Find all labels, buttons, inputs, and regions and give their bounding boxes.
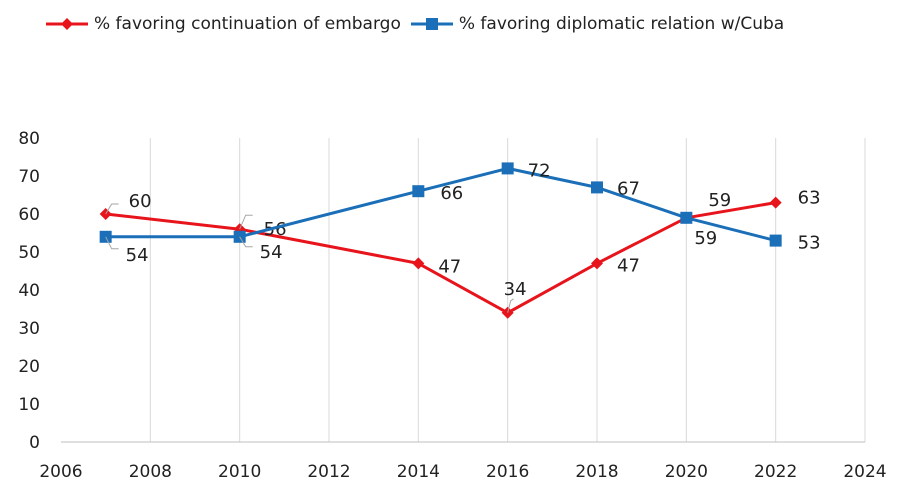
data-label-diplomatic: 53: [798, 233, 821, 254]
legend-swatch-diplomatic: [410, 18, 453, 30]
x-tick-label: 2024: [843, 462, 886, 482]
legend-swatch-embargo: [46, 18, 88, 30]
y-tick-label: 10: [18, 395, 40, 415]
data-point-diplomatic: [591, 181, 603, 194]
legend-item-embargo: % favoring continuation of embargo: [44, 14, 401, 34]
label-leader-line: [507, 298, 514, 313]
legend-item-diplomatic: % favoring diplomatic relation w/Cuba: [409, 14, 784, 34]
data-label-embargo: 56: [264, 219, 287, 240]
label-leader-line: [239, 236, 253, 248]
data-point-embargo: [769, 196, 782, 209]
data-label-embargo: 59: [708, 190, 731, 211]
y-tick-label: 70: [18, 167, 40, 187]
legend-label-embargo: % favoring continuation of embargo: [94, 14, 401, 34]
data-point-embargo: [591, 257, 603, 270]
x-tick-label: 2008: [129, 462, 172, 482]
data-label-diplomatic: 59: [694, 228, 717, 249]
y-tick-label: 40: [18, 281, 40, 301]
y-tick-label: 60: [18, 205, 40, 225]
x-tick-label: 2010: [218, 462, 261, 482]
data-point-diplomatic: [769, 234, 782, 247]
data-label-diplomatic: 54: [126, 245, 149, 266]
y-tick-label: 20: [18, 357, 40, 377]
x-tick-label: 2012: [307, 462, 350, 482]
y-tick-label: 0: [29, 433, 40, 453]
data-label-diplomatic: 67: [617, 178, 640, 199]
series-line-diplomatic: [105, 166, 777, 243]
label-leader-line: [105, 236, 119, 250]
x-tick-label: 2006: [39, 462, 82, 482]
y-tick-label: 30: [18, 319, 40, 339]
data-label-embargo: 47: [438, 256, 461, 277]
x-tick-label: 2014: [397, 462, 440, 482]
data-point-embargo: [412, 257, 425, 270]
data-label-embargo: 60: [129, 191, 152, 212]
data-label-embargo: 34: [504, 279, 527, 300]
legend: % favoring continuation of embargo % fav…: [44, 14, 784, 34]
x-tick-label: 2016: [486, 462, 529, 482]
data-label-embargo: 47: [617, 255, 640, 276]
x-tick-label: 2022: [754, 462, 797, 482]
data-point-diplomatic: [412, 185, 425, 198]
data-label-diplomatic: 72: [528, 160, 551, 181]
data-label-embargo: 63: [798, 188, 821, 209]
data-label-diplomatic: 66: [440, 183, 463, 204]
y-tick-label: 50: [18, 243, 40, 263]
data-point-diplomatic: [680, 211, 693, 224]
data-point-diplomatic: [501, 162, 514, 175]
data-label-diplomatic: 54: [260, 242, 283, 263]
y-tick-label: 80: [18, 129, 40, 149]
x-tick-label: 2020: [665, 462, 708, 482]
legend-label-diplomatic: % favoring diplomatic relation w/Cuba: [458, 14, 785, 34]
label-leader-line: [105, 203, 119, 215]
label-leader-line: [239, 214, 253, 230]
x-tick-label: 2018: [575, 462, 618, 482]
